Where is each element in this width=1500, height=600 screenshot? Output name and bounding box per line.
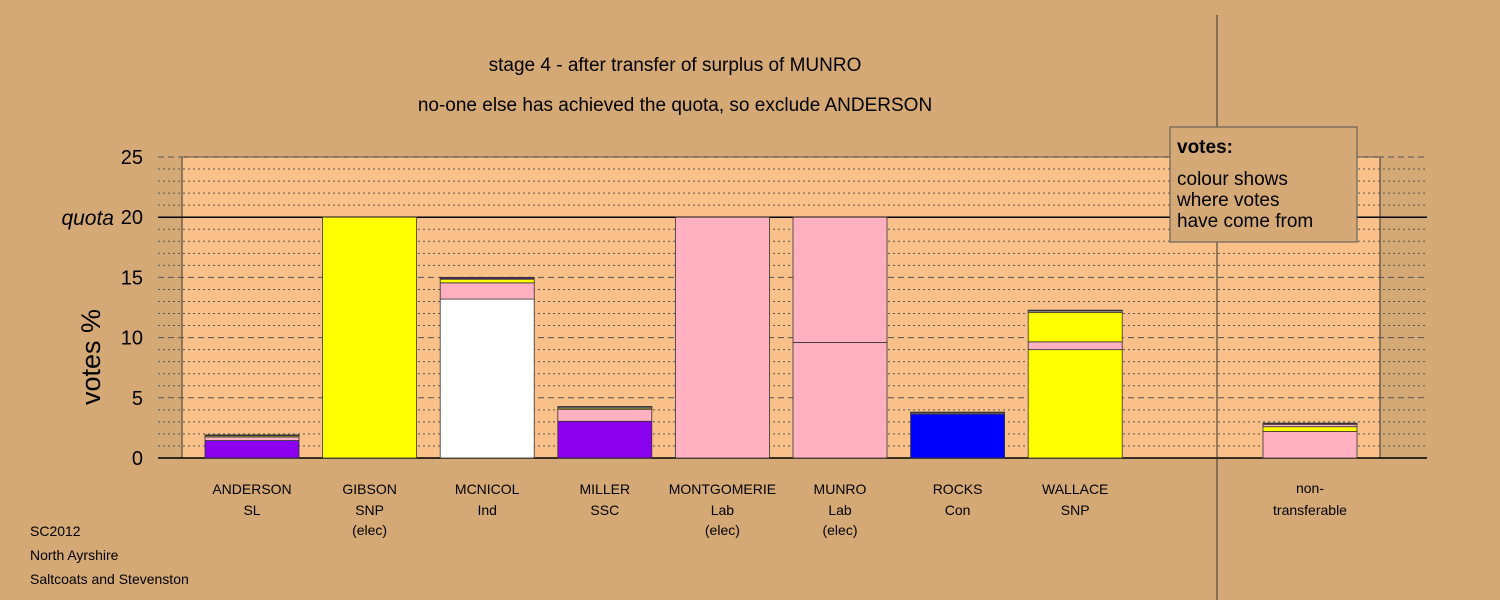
bar-segment-nontransferable-1 xyxy=(1262,426,1358,432)
x-label-note: (elec) xyxy=(705,522,740,538)
bar-segment-mcnicol-1 xyxy=(439,282,535,300)
x-label-party: SSC xyxy=(590,502,619,518)
y-tick-label: 25 xyxy=(121,147,143,169)
bar-segment-wallace-5 xyxy=(1027,309,1123,312)
x-label-name: WALLACE xyxy=(1042,481,1108,497)
bar-segment-miller-0 xyxy=(557,420,653,459)
x-label-party: Lab xyxy=(828,502,852,518)
bar-segment-wallace-1 xyxy=(1027,341,1123,351)
legend-line-1: colour shows xyxy=(1177,169,1288,190)
bar-segment-anderson-4 xyxy=(204,434,300,436)
y-tick-label: 10 xyxy=(121,328,143,350)
x-label-name: ANDERSON xyxy=(212,481,291,497)
bar-segment-wallace-2 xyxy=(1027,311,1123,343)
quota-label: quota xyxy=(61,207,114,230)
legend-box xyxy=(1169,126,1358,243)
x-label-name: MCNICOL xyxy=(455,481,520,497)
footer-line-3: Saltcoats and Stevenston xyxy=(30,571,189,587)
bar-segment-anderson-0 xyxy=(204,440,300,459)
chart-title: stage 4 - after transfer of surplus of M… xyxy=(489,55,862,76)
bar-segment-mcnicol-4 xyxy=(439,276,535,279)
bar-segment-gibson-0 xyxy=(322,216,418,459)
bar-segment-miller-4 xyxy=(557,406,653,408)
x-label-party: Ind xyxy=(477,502,496,518)
x-label-party: SNP xyxy=(1061,502,1090,518)
footer-line-2: North Ayrshire xyxy=(30,547,119,563)
bar-segment-munro-0 xyxy=(792,342,888,459)
x-label-party: Lab xyxy=(711,502,735,518)
x-label-name: ROCKS xyxy=(933,481,983,497)
bar-segment-nontransferable-4 xyxy=(1262,422,1358,425)
footer-line-1: SC2012 xyxy=(30,523,81,539)
x-label-name: GIBSON xyxy=(342,481,396,497)
y-tick-label: 5 xyxy=(132,388,143,410)
bar-segment-mcnicol-0 xyxy=(439,298,535,459)
x-label-name: MUNRO xyxy=(814,481,867,497)
y-axis-label: votes % xyxy=(76,309,106,405)
bars-group xyxy=(204,216,1358,459)
legend: votes: colour shows where votes have com… xyxy=(1169,126,1358,243)
x-label-name: MILLER xyxy=(580,481,631,497)
bar-segment-nontransferable-0 xyxy=(1262,431,1358,459)
x-label-party: SNP xyxy=(355,502,384,518)
x-axis-labels: ANDERSON SL GIBSON SNP (elec) MCNICOL Ind MILLE… xyxy=(212,480,1347,538)
bar-segment-montgomerie-0 xyxy=(675,216,770,459)
x-label-name: MONTGOMERIE xyxy=(669,481,776,497)
y-tick-label: 15 xyxy=(121,267,143,289)
y-axis-ticks: 0 5 10 15 20 25 xyxy=(121,147,143,470)
x-label-party: Con xyxy=(945,502,971,518)
bar-segment-rocks-0 xyxy=(910,413,1005,459)
x-label-nontransferable-1: non- xyxy=(1296,480,1324,496)
bar-segment-wallace-0 xyxy=(1027,349,1123,459)
bar-segment-rocks-3 xyxy=(910,411,1005,414)
legend-title: votes: xyxy=(1177,137,1233,158)
y-tick-label: 20 xyxy=(121,207,143,229)
bar-segment-anderson-1 xyxy=(204,436,300,441)
bar-segment-munro-1 xyxy=(792,216,888,343)
x-label-note: (elec) xyxy=(352,522,387,538)
chart-subtitle: no-one else has achieved the quota, so e… xyxy=(418,95,932,116)
y-tick-label: 0 xyxy=(132,448,143,470)
x-label-note: (elec) xyxy=(822,522,857,538)
bar-segment-mcnicol-2 xyxy=(439,278,535,284)
x-label-nontransferable-2: transferable xyxy=(1273,502,1347,518)
x-label-party: SL xyxy=(243,502,260,518)
legend-line-3: have come from xyxy=(1177,211,1313,232)
legend-line-2: where votes xyxy=(1176,190,1279,211)
bar-segment-miller-1 xyxy=(557,408,653,422)
